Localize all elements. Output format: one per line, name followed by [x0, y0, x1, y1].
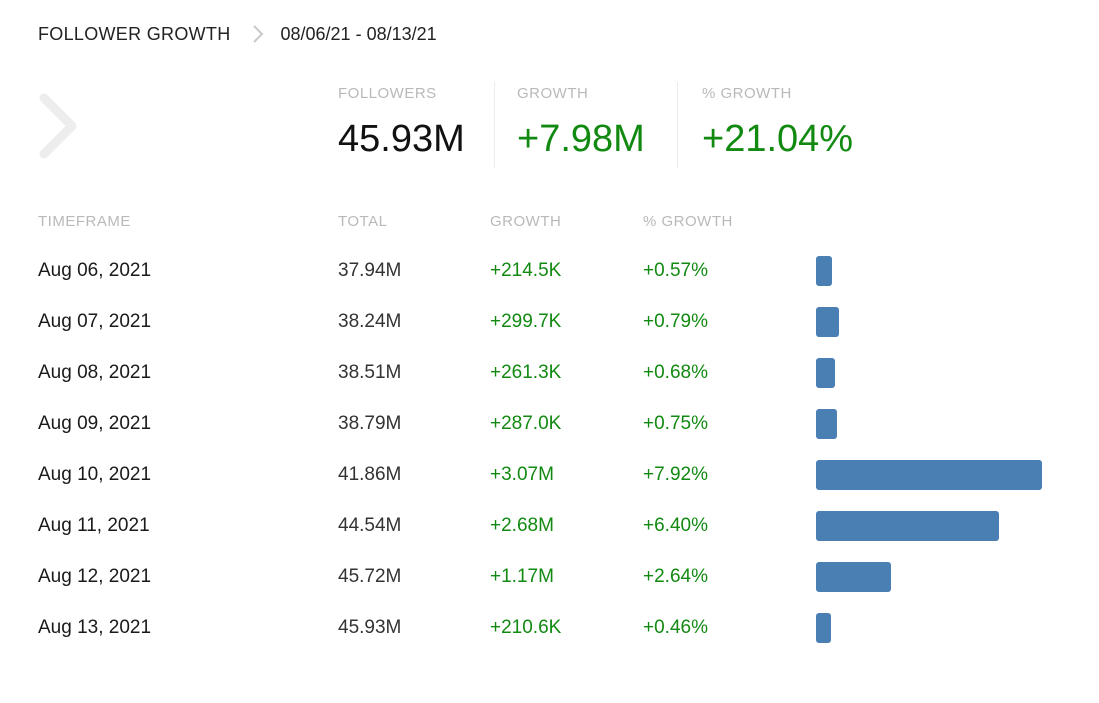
pct-growth-value: +21.04%: [702, 118, 854, 160]
row-bar-track: [816, 459, 1068, 490]
row-growth: +2.68M: [490, 514, 554, 536]
row-growth: +214.5K: [490, 259, 562, 281]
row-growth: +1.17M: [490, 565, 554, 587]
growth-bar: [816, 459, 1042, 490]
row-pct-growth: +0.75%: [643, 412, 708, 434]
row-date: Aug 09, 2021: [38, 412, 152, 434]
header-timeframe: TIMEFRAME: [38, 212, 131, 230]
divider: [677, 82, 678, 168]
summary-stats: FOLLOWERS 45.93M GROWTH +7.98M % GROWTH …: [338, 82, 902, 168]
growth-label: GROWTH: [517, 85, 589, 102]
row-bar-track: [816, 612, 1068, 643]
row-total: 45.72M: [338, 565, 402, 587]
row-date: Aug 07, 2021: [38, 310, 152, 332]
row-bar-track: [816, 306, 1068, 337]
row-growth: +287.0K: [490, 412, 562, 434]
row-growth: +3.07M: [490, 463, 554, 485]
row-total: 38.24M: [338, 310, 402, 332]
growth-table: TIMEFRAME TOTAL GROWTH % GROWTH Aug 06, …: [38, 206, 1068, 653]
row-total: 44.54M: [338, 514, 402, 536]
row-total: 41.86M: [338, 463, 402, 485]
row-bar-track: [816, 408, 1068, 439]
row-pct-growth: +0.68%: [643, 361, 708, 383]
row-date: Aug 13, 2021: [38, 616, 152, 638]
page-header: FOLLOWER GROWTH 08/06/21 - 08/13/21: [38, 22, 437, 46]
followers-value: 45.93M: [338, 118, 465, 160]
followers-label: FOLLOWERS: [338, 85, 437, 102]
growth-bar: [816, 408, 838, 439]
pct-growth-stat: % GROWTH +21.04%: [678, 82, 902, 168]
followers-stat: FOLLOWERS 45.93M: [338, 82, 494, 168]
growth-value: +7.98M: [517, 118, 645, 160]
growth-stat: GROWTH +7.98M: [495, 82, 677, 168]
header-growth: GROWTH: [490, 212, 562, 230]
growth-bar: [816, 510, 999, 541]
row-pct-growth: +2.64%: [643, 565, 708, 587]
row-total: 45.93M: [338, 616, 402, 638]
row-growth: +261.3K: [490, 361, 562, 383]
divider: [494, 82, 495, 168]
row-bar-track: [816, 357, 1068, 388]
growth-bar: [816, 306, 839, 337]
row-date: Aug 12, 2021: [38, 565, 152, 587]
page-title: FOLLOWER GROWTH: [38, 23, 231, 44]
growth-bar: [816, 357, 836, 388]
growth-bar: [816, 612, 831, 643]
header-total: TOTAL: [338, 212, 388, 230]
header-pct-growth: % GROWTH: [643, 212, 733, 230]
table-row: Aug 06, 2021 37.94M +214.5K +0.57%: [38, 245, 1068, 296]
table-row: Aug 12, 2021 45.72M +1.17M +2.64%: [38, 551, 1068, 602]
pct-growth-label: % GROWTH: [702, 85, 792, 102]
table-body: Aug 06, 2021 37.94M +214.5K +0.57% Aug 0…: [38, 245, 1068, 653]
growth-bar: [816, 561, 892, 592]
row-date: Aug 08, 2021: [38, 361, 152, 383]
row-bar-track: [816, 510, 1068, 541]
table-row: Aug 10, 2021 41.86M +3.07M +7.92%: [38, 449, 1068, 500]
row-total: 38.51M: [338, 361, 402, 383]
table-row: Aug 13, 2021 45.93M +210.6K +0.46%: [38, 602, 1068, 653]
row-pct-growth: +7.92%: [643, 463, 708, 485]
date-range[interactable]: 08/06/21 - 08/13/21: [280, 23, 437, 44]
row-total: 38.79M: [338, 412, 402, 434]
row-date: Aug 11, 2021: [38, 514, 150, 536]
row-bar-track: [816, 255, 1068, 286]
growth-bar: [816, 255, 833, 286]
row-pct-growth: +0.46%: [643, 616, 708, 638]
row-pct-growth: +0.57%: [643, 259, 708, 281]
table-row: Aug 08, 2021 38.51M +261.3K +0.68%: [38, 347, 1068, 398]
row-pct-growth: +6.40%: [643, 514, 708, 536]
row-pct-growth: +0.79%: [643, 310, 708, 332]
table-row: Aug 11, 2021 44.54M +2.68M +6.40%: [38, 500, 1068, 551]
row-total: 37.94M: [338, 259, 402, 281]
table-row: Aug 07, 2021 38.24M +299.7K +0.79%: [38, 296, 1068, 347]
row-growth: +210.6K: [490, 616, 562, 638]
row-date: Aug 06, 2021: [38, 259, 152, 281]
row-bar-track: [816, 561, 1068, 592]
breadcrumb-chevron-icon: [243, 22, 273, 46]
row-date: Aug 10, 2021: [38, 463, 152, 485]
row-growth: +299.7K: [490, 310, 562, 332]
table-header: TIMEFRAME TOTAL GROWTH % GROWTH: [38, 206, 1068, 236]
next-chevron-icon[interactable]: [36, 92, 86, 164]
table-row: Aug 09, 2021 38.79M +287.0K +0.75%: [38, 398, 1068, 449]
